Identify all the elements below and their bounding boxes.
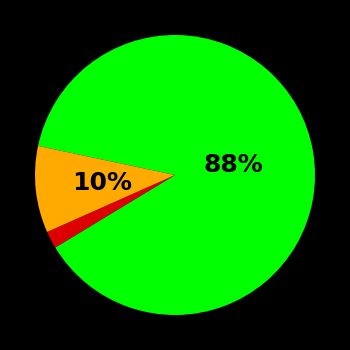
Text: 88%: 88% — [203, 153, 263, 177]
Wedge shape — [35, 146, 175, 232]
Wedge shape — [38, 35, 315, 315]
Text: 10%: 10% — [72, 170, 133, 195]
Wedge shape — [47, 175, 175, 247]
